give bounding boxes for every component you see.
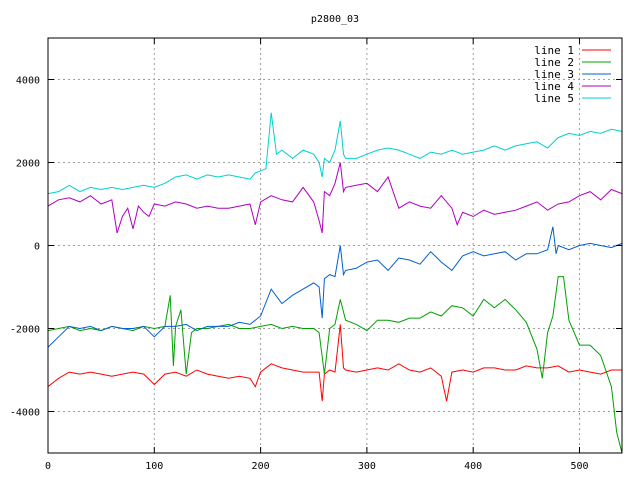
legend-label-1: line 1 xyxy=(534,44,574,57)
legend-label-3: line 3 xyxy=(534,68,574,81)
legend-label-5: line 5 xyxy=(534,92,574,105)
series-line-3 xyxy=(48,226,622,348)
y-tick-label: -4000 xyxy=(10,408,40,419)
y-tick-label: -2000 xyxy=(10,325,40,336)
x-tick-label: 200 xyxy=(252,461,270,472)
x-tick-label: 100 xyxy=(145,461,163,472)
x-tick-label: 0 xyxy=(45,461,51,472)
x-tick-label: 300 xyxy=(358,461,376,472)
series-line-5 xyxy=(48,112,622,195)
series-lines xyxy=(48,112,622,453)
grid xyxy=(48,38,622,453)
legend-label-2: line 2 xyxy=(534,56,574,69)
legend-label-4: line 4 xyxy=(534,80,574,93)
series-line-1 xyxy=(48,324,622,402)
y-tick-label: 0 xyxy=(34,242,40,253)
y-tick-label: 4000 xyxy=(16,76,40,87)
series-line-2 xyxy=(48,276,622,453)
axis-ticks: 0 100 200 300 400 500 -4000 -2000 0 2000 4000 xyxy=(10,38,622,472)
x-tick-label: 400 xyxy=(464,461,482,472)
x-tick-label: 500 xyxy=(570,461,588,472)
series-line-4 xyxy=(48,162,622,234)
y-tick-label: 2000 xyxy=(16,159,40,170)
chart-title: p2800_03 xyxy=(311,14,359,25)
